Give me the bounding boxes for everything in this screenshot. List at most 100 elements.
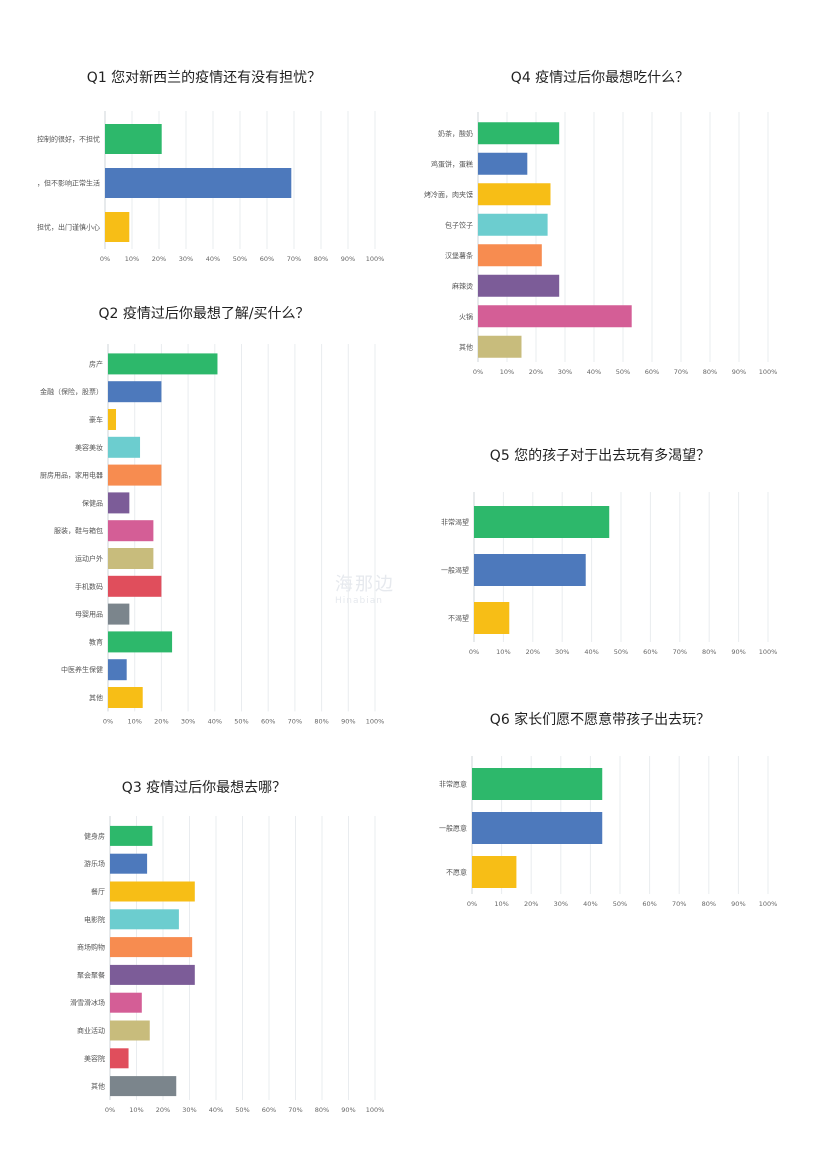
tick-label: 70% [673, 648, 687, 656]
bar-q3-1 [110, 853, 148, 874]
tick-label: 20% [526, 648, 540, 656]
bar-q3-4 [110, 937, 193, 958]
category-label: 烤冷面，肉夹馍 [424, 190, 473, 199]
bar-q2-8 [108, 575, 162, 597]
category-label: 商业活动 [77, 1026, 105, 1035]
category-label: 滑雪滑冰场 [70, 998, 105, 1007]
category-label: 运动户外 [75, 554, 103, 563]
chart-q3: Q3 疫情过后你最想去哪？ 0% 10% 20% 30% 40% 50% 60% 70% 80%… [28, 772, 384, 1118]
category-label: 不渴望 [448, 614, 469, 623]
tick-label: 90% [341, 255, 355, 263]
tick-label: 80% [702, 900, 716, 908]
bar-q3-0 [110, 825, 153, 846]
category-label: 教育 [89, 637, 103, 646]
bar-q2-6 [108, 520, 154, 542]
chart-q1: Q1 您对新西兰的疫情还有没有担忧？ 0% 10% 20% 30% 40% 50% 60% 7… [28, 62, 384, 272]
category-label: 豪车 [89, 415, 103, 424]
tick-label: 50% [234, 717, 248, 725]
tick-label: 60% [645, 368, 659, 376]
chart-svg-q5: 0% 10% 20% 30% 40% 50% 60% 70% 80% 90% 100% 非常渴望一般渴… [441, 492, 777, 656]
tick-label: 80% [702, 648, 716, 656]
category-label: 美容美妆 [75, 443, 103, 452]
tick-label: 10% [500, 368, 514, 376]
chart-svg-q2: 0% 10% 20% 30% 40% 50% 60% 70% 80% 90% 100% 房产金融（保险… [40, 344, 384, 725]
category-label: 汉堡薯条 [445, 251, 473, 260]
tick-label: 0% [100, 255, 110, 263]
category-label: 餐厅 [91, 887, 105, 896]
bar-q2-11 [108, 659, 127, 681]
bar-q5-2 [474, 602, 510, 634]
bar-q2-3 [108, 436, 141, 458]
tick-label: 30% [181, 717, 195, 725]
tick-label: 30% [558, 368, 572, 376]
category-label: ，但不影响正常生活 [37, 179, 100, 188]
tick-label: 90% [731, 900, 745, 908]
tick-label: 80% [314, 717, 328, 725]
tick-label: 20% [152, 255, 166, 263]
tick-label: 40% [208, 717, 222, 725]
category-label: 金融（保险，股票） [40, 387, 103, 396]
bar-q1-1 [105, 168, 292, 198]
bar-q3-5 [110, 964, 195, 985]
category-label: 一般渴望 [441, 566, 469, 575]
bar-q2-5 [108, 492, 130, 514]
category-label: 厨房用品，家用电器 [40, 471, 103, 480]
tick-label: 30% [182, 1106, 196, 1114]
bar-q2-10 [108, 631, 173, 653]
category-label: 健身房 [84, 831, 105, 840]
bar-q3-3 [110, 909, 179, 930]
bar-q5-0 [474, 506, 610, 538]
bar-q2-4 [108, 464, 162, 486]
category-label: 房产 [89, 359, 103, 368]
tick-label: 40% [583, 900, 597, 908]
category-label: 聚会聚餐 [77, 970, 105, 979]
tick-label: 60% [643, 648, 657, 656]
category-label: 控制的很好，不担忧 [37, 135, 100, 144]
category-label: 保健品 [82, 498, 103, 507]
tick-label: 20% [154, 717, 168, 725]
tick-label: 60% [261, 717, 275, 725]
bar-q6-1 [472, 812, 603, 844]
category-label: 火锅 [459, 312, 473, 321]
category-label: 美容院 [84, 1054, 105, 1063]
chart-svg-q6: 0% 10% 20% 30% 40% 50% 60% 70% 80% 90% 100% 非常愿意一般愿… [439, 756, 777, 908]
chart-svg-q3: 0% 10% 20% 30% 40% 50% 60% 70% 80% 90% 100% 健身房游乐场餐… [70, 816, 384, 1114]
category-label: 中医养生保健 [61, 665, 103, 674]
category-label: 商场购物 [77, 943, 105, 952]
watermark-cn: 海那边 [335, 574, 395, 595]
chart-title-q4: Q4 疫情过后你最想吃什么？ [510, 70, 690, 86]
chart-q6: Q6 家长们愿不愿意带孩子出去玩？ 0% 10% 20% 30% 40% 50% 60% 70… [420, 704, 780, 936]
chart-title-q1: Q1 您对新西兰的疫情还有没有担忧？ [86, 70, 322, 86]
category-label: 包子饺子 [445, 220, 473, 229]
chart-q2: Q2 疫情过后你最想了解/买什么？ 0% 10% 20% 30% 40% 50% 60% 70… [28, 298, 384, 738]
tick-label: 80% [703, 368, 717, 376]
tick-label: 50% [235, 1106, 249, 1114]
tick-label: 0% [467, 900, 477, 908]
bar-q2-1 [108, 381, 162, 403]
tick-label: 0% [473, 368, 483, 376]
category-label: 奶茶，酸奶 [438, 129, 473, 138]
chart-q5: Q5 您的孩子对于出去玩有多渴望？ 0% 10% 20% 30% 40% 50% 60% 70… [420, 440, 780, 668]
category-label: 其他 [89, 693, 103, 702]
tick-label: 10% [129, 1106, 143, 1114]
bar-q3-9 [110, 1076, 177, 1097]
category-label: 电影院 [84, 915, 105, 924]
bar-q2-2 [108, 409, 117, 430]
chart-title-q6: Q6 家长们愿不愿意带孩子出去玩？ [489, 712, 711, 728]
tick-label: 80% [315, 1106, 329, 1114]
tick-label: 50% [616, 368, 630, 376]
tick-label: 70% [288, 1106, 302, 1114]
tick-label: 30% [554, 900, 568, 908]
tick-label: 0% [103, 717, 113, 725]
category-label: 服装，鞋与箱包 [54, 526, 103, 535]
tick-label: 50% [613, 900, 627, 908]
tick-label: 70% [287, 255, 301, 263]
chart-svg-q1: 0% 10% 20% 30% 40% 50% 60% 70% 80% 90% 100% 控制的很好，不… [37, 111, 384, 263]
tick-label: 60% [642, 900, 656, 908]
category-label: 其他 [91, 1082, 105, 1091]
watermark-en: Hinabian [335, 596, 383, 606]
tick-label: 70% [674, 368, 688, 376]
tick-label: 40% [584, 648, 598, 656]
tick-label: 90% [731, 648, 745, 656]
tick-label: 10% [125, 255, 139, 263]
